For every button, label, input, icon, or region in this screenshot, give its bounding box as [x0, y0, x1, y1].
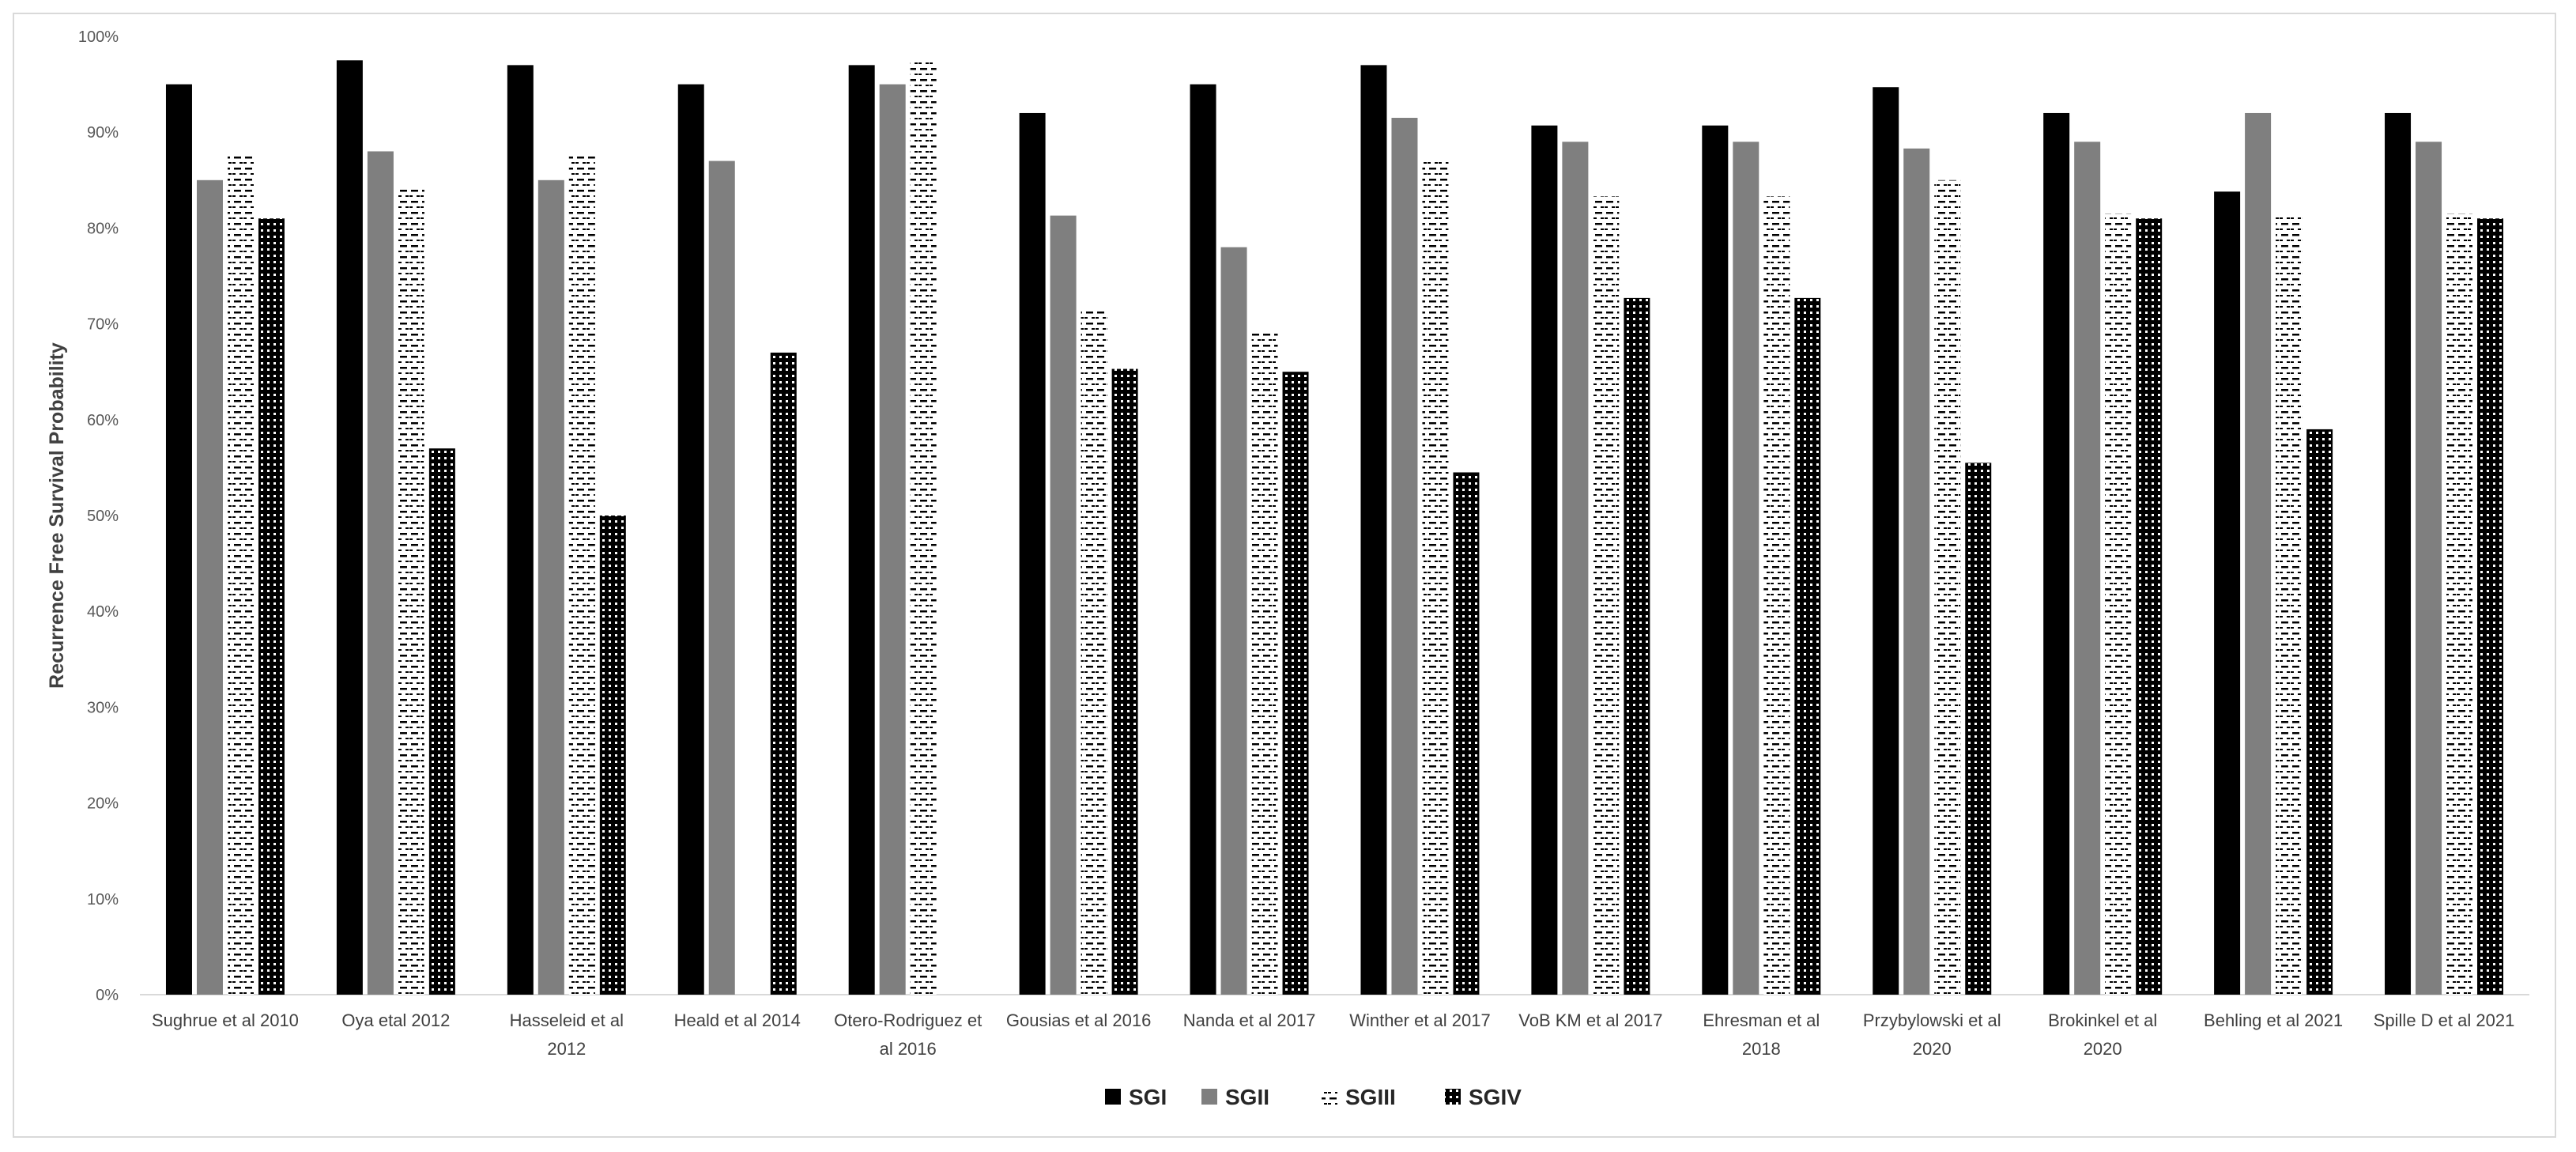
bar-sgiii	[1081, 309, 1107, 995]
bar-sgi	[165, 84, 192, 995]
y-tick-label: 10%	[87, 891, 119, 908]
x-tick-label: Nanda et al 2017	[1183, 1010, 1316, 1030]
bar-sgiv	[1111, 368, 1138, 995]
legend-item-sgi: SGI	[1105, 1085, 1167, 1109]
bar-sgi	[1702, 125, 1729, 995]
bar-sgiii	[2446, 213, 2473, 995]
bar-sgii	[1562, 142, 1589, 995]
bar-sgiv	[1453, 472, 1480, 995]
bar-sgiv	[1965, 463, 1992, 995]
bar-sgi	[2385, 112, 2412, 995]
bar-sgii	[196, 179, 223, 995]
bar-sgii	[1050, 215, 1077, 995]
x-tick-label: Behling et al 2021	[2204, 1010, 2343, 1030]
legend-swatch	[1322, 1089, 1337, 1105]
x-tick-label: Otero-Rodriguez et al 2016	[834, 1010, 982, 1059]
y-tick-label: 100%	[78, 28, 119, 46]
bar-sgiv	[258, 218, 285, 995]
bar-sgiii	[2105, 213, 2132, 995]
y-axis-label: Recurrence Free Survival Probability	[46, 342, 68, 689]
bar-sgiii	[227, 156, 254, 995]
bar-sgiii	[1422, 161, 1449, 995]
y-tick-label: 80%	[87, 220, 119, 237]
bar-sgii	[2245, 112, 2272, 995]
bar-sgi	[336, 60, 363, 995]
bar-sgii	[879, 84, 906, 995]
x-tick-label: Ehresman et al 2018	[1703, 1010, 1820, 1059]
bar-sgii	[1733, 142, 1759, 995]
bar-sgi	[1190, 84, 1216, 995]
legend-swatch	[1105, 1089, 1121, 1105]
y-tick-label: 20%	[87, 795, 119, 813]
bar-sgi	[677, 84, 704, 995]
bar-sgiv	[2306, 429, 2333, 995]
legend-item-sgii: SGII	[1201, 1085, 1269, 1109]
y-tick-label: 60%	[87, 412, 119, 429]
legend-item-sgiii: SGIII	[1322, 1085, 1396, 1109]
x-tick-label: VoB KM et al 2017	[1518, 1010, 1662, 1030]
y-tick-label: 50%	[87, 508, 119, 525]
legend-label: SGI	[1129, 1085, 1167, 1109]
bar-sgi	[2214, 191, 2241, 995]
bar-sgiv	[428, 448, 455, 995]
legend-label: SGIV	[1469, 1085, 1522, 1109]
bar-sgiv	[2136, 218, 2163, 995]
bar-sgiii	[910, 60, 937, 995]
bar-sgiii	[1934, 179, 1961, 995]
legend-swatch	[1201, 1089, 1217, 1105]
bar-sgii	[1220, 247, 1247, 995]
bar-sgi	[507, 65, 534, 995]
bar-sgii	[367, 151, 394, 995]
bar-sgii	[1391, 118, 1418, 995]
x-tick-label: Oya etal 2012	[341, 1010, 450, 1030]
bar-sgii	[2416, 142, 2442, 995]
y-tick-label: 30%	[87, 699, 119, 716]
legend-item-sgiv: SGIV	[1445, 1085, 1522, 1109]
legend: SGI SGII SGIII SGIV	[1105, 1085, 1522, 1109]
bar-sgi	[1531, 125, 1558, 995]
legend-label: SGII	[1225, 1085, 1269, 1109]
bar-sgiii	[398, 189, 424, 995]
legend-swatch	[1445, 1089, 1461, 1105]
x-tick-label: Hasseleid et al 2012	[510, 1010, 624, 1059]
x-tick-label: Winther et al 2017	[1349, 1010, 1491, 1030]
bar-sgii	[537, 179, 564, 995]
x-tick-label: Przybylowski et al 2020	[1863, 1010, 2001, 1059]
bar-sgiii	[1251, 333, 1278, 995]
bar-sgiv	[1282, 372, 1309, 995]
bar-sgiv	[1624, 297, 1650, 995]
bar-sgiii	[1763, 196, 1790, 995]
bar-sgiv	[2477, 218, 2504, 995]
y-tick-label: 40%	[87, 603, 119, 621]
bar-sgi	[1873, 87, 1899, 995]
bar-sgi	[2043, 112, 2070, 995]
y-tick-label: 90%	[87, 124, 119, 142]
legend-label: SGIII	[1345, 1085, 1396, 1109]
bar-sgiv	[599, 516, 626, 995]
bar-sgiii	[1593, 196, 1620, 995]
bar-sgiii	[568, 156, 595, 995]
x-tick-label: Heald et al 2014	[674, 1010, 801, 1030]
x-tick-label: Gousias et al 2016	[1006, 1010, 1151, 1030]
x-tick-label: Sughrue et al 2010	[152, 1010, 299, 1030]
bar-sgi	[1019, 112, 1046, 995]
x-tick-label: Spille D et al 2021	[2374, 1010, 2515, 1030]
x-tick-label: Brokinkel et al 2020	[2048, 1010, 2157, 1059]
bar-sgiv	[770, 352, 797, 995]
y-tick-label: 0%	[96, 987, 119, 1004]
y-tick-label: 70%	[87, 316, 119, 334]
bar-sgii	[708, 161, 735, 995]
bar-sgi	[1360, 65, 1387, 995]
bar-sgii	[2074, 142, 2101, 995]
bar-sgiii	[2276, 215, 2303, 995]
bar-sgiv	[1794, 297, 1821, 995]
bar-sgi	[848, 65, 875, 995]
bar-sgii	[1903, 148, 1930, 995]
